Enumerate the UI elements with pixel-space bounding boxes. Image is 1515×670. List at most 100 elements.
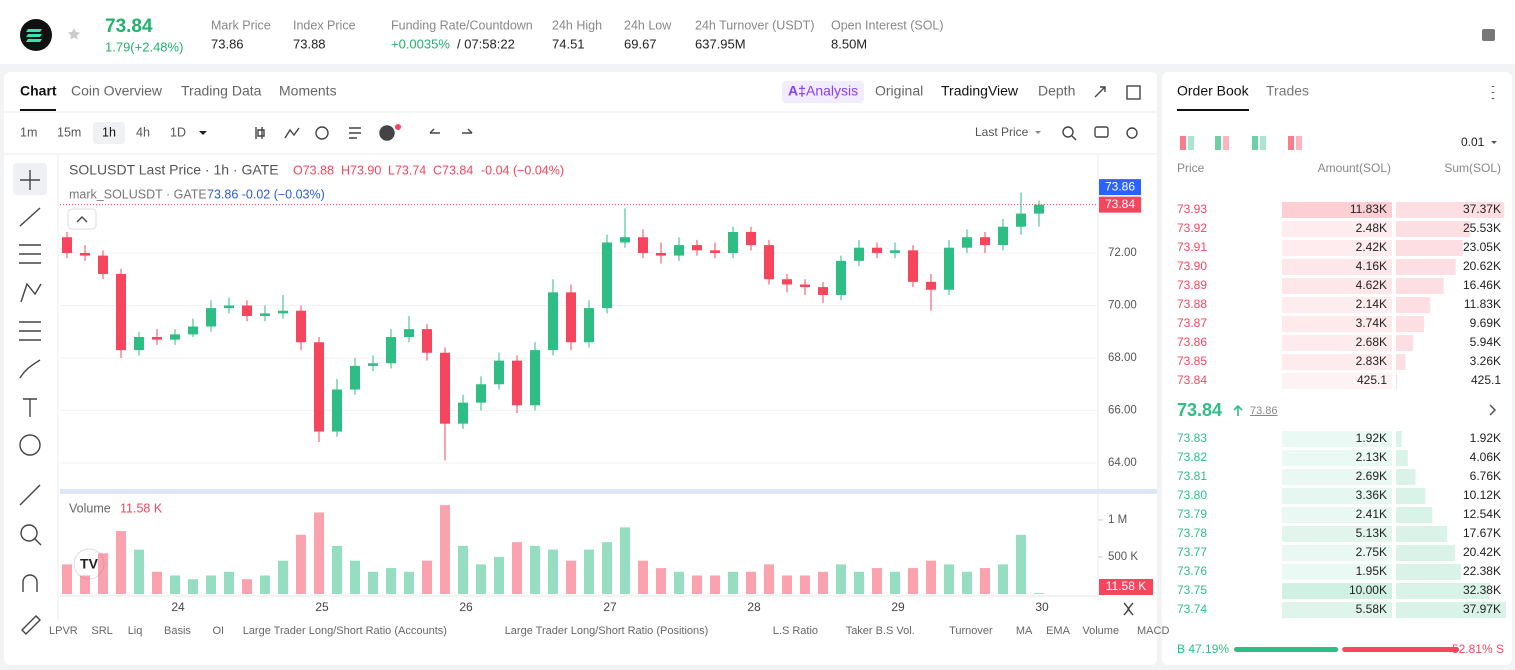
ob-sum: 3.26K xyxy=(1470,354,1501,368)
stat-label: 24h Low xyxy=(624,18,672,32)
volume-bar xyxy=(188,579,198,594)
indicator-tab[interactable]: LPVR xyxy=(49,625,78,637)
layout-icon[interactable] xyxy=(1252,136,1258,150)
stat-value: 69.67 xyxy=(624,36,657,51)
indicator-tab[interactable]: MACD xyxy=(1137,625,1169,637)
interval[interactable]: 1m xyxy=(20,125,37,139)
ob-price[interactable]: 73.78 xyxy=(1177,526,1207,540)
ob-price[interactable]: 73.81 xyxy=(1177,469,1207,483)
volume-bar xyxy=(566,560,576,594)
chart-view[interactable]: Original xyxy=(875,83,923,99)
layout-icon[interactable] xyxy=(1180,136,1186,150)
interval[interactable]: 4h xyxy=(136,125,150,139)
amount-bar xyxy=(1282,545,1392,561)
drawing-tools[interactable] xyxy=(13,163,47,635)
ob-price[interactable]: 73.90 xyxy=(1177,259,1207,273)
ob-amount: 2.83K xyxy=(1356,354,1387,368)
chart-tab[interactable]: Coin Overview xyxy=(71,83,163,99)
layout-icon[interactable] xyxy=(1215,136,1221,150)
chart-view[interactable]: Depth xyxy=(1038,83,1075,99)
settings-icon[interactable] xyxy=(1482,29,1495,41)
collapse-button[interactable] xyxy=(67,208,97,230)
ob-price[interactable]: 73.84 xyxy=(1177,373,1207,387)
ob-price[interactable]: 73.87 xyxy=(1177,316,1207,330)
toolbar-icons[interactable] xyxy=(255,85,1141,616)
ob-price[interactable]: 73.83 xyxy=(1177,431,1207,445)
chart-tab[interactable]: Chart xyxy=(20,83,57,99)
chart-tab[interactable]: Trading Data xyxy=(181,83,262,99)
sell-ratio: 52.81% S xyxy=(1452,642,1504,656)
chart-view[interactable]: TradingView xyxy=(941,83,1019,99)
ob-price[interactable]: 73.82 xyxy=(1177,450,1207,464)
favorite-star[interactable] xyxy=(68,28,80,40)
ob-price[interactable]: 73.88 xyxy=(1177,297,1207,311)
candle-body xyxy=(584,308,594,343)
ob-price[interactable]: 73.79 xyxy=(1177,507,1207,521)
candle-body xyxy=(62,237,72,253)
indicator-tab[interactable]: Liq xyxy=(128,625,143,637)
depth-bar xyxy=(1396,545,1456,561)
dropdown-arrow[interactable] xyxy=(1491,141,1497,144)
indicator-tab[interactable]: OI xyxy=(213,625,225,637)
price-type[interactable]: Last Price xyxy=(975,125,1029,139)
interval[interactable]: 1D xyxy=(170,125,186,139)
layout-icon[interactable] xyxy=(1260,136,1266,150)
indicator-tab[interactable]: EMA xyxy=(1046,625,1071,637)
layout-icon[interactable] xyxy=(1296,136,1302,150)
last-price-box xyxy=(1099,196,1141,213)
indicator-tab[interactable]: Taker B.S Vol. xyxy=(846,625,915,637)
dropdown-arrow[interactable] xyxy=(1035,131,1041,134)
interval[interactable]: 15m xyxy=(57,125,81,139)
ob-price[interactable]: 73.75 xyxy=(1177,583,1207,597)
volume-bar xyxy=(710,575,720,594)
order-book-tab[interactable]: Trades xyxy=(1266,83,1309,99)
ob-price[interactable]: 73.91 xyxy=(1177,240,1207,254)
ob-sum: 17.67K xyxy=(1463,526,1501,540)
indicator-tab[interactable]: Large Trader Long/Short Ratio (Positions… xyxy=(505,625,709,637)
volume-bar xyxy=(296,534,306,594)
layout-icon[interactable] xyxy=(1223,136,1229,150)
volume-bar xyxy=(278,560,288,594)
indicator-tab[interactable]: SRL xyxy=(91,625,112,637)
ob-price[interactable]: 73.80 xyxy=(1177,488,1207,502)
x-tick-label: 29 xyxy=(891,600,905,614)
volume-bar xyxy=(980,568,990,594)
ob-price[interactable]: 73.77 xyxy=(1177,545,1207,559)
indicator-tab[interactable]: MA xyxy=(1016,625,1033,637)
analysis-chip[interactable] xyxy=(782,81,864,103)
ob-price[interactable]: 73.76 xyxy=(1177,564,1207,578)
ob-price[interactable]: 73.92 xyxy=(1177,221,1207,235)
candle-body xyxy=(602,242,612,309)
indicator-tab[interactable]: Large Trader Long/Short Ratio (Accounts) xyxy=(243,625,447,637)
chart-view[interactable]: Analysis xyxy=(806,83,858,99)
ob-price[interactable]: 73.85 xyxy=(1177,354,1207,368)
ob-price[interactable]: 73.93 xyxy=(1177,202,1207,216)
dropdown-arrow[interactable] xyxy=(199,131,207,135)
chevron[interactable] xyxy=(1489,404,1497,416)
candle-body xyxy=(98,255,108,274)
depth-bar xyxy=(1396,450,1408,466)
precision[interactable]: 0.01 xyxy=(1461,135,1485,149)
ob-sum: 12.54K xyxy=(1463,507,1501,521)
collapse-icon[interactable] xyxy=(76,216,88,223)
candle-body xyxy=(530,350,540,406)
indicator-tab[interactable]: Turnover xyxy=(949,625,993,637)
ob-price[interactable]: 73.89 xyxy=(1177,278,1207,292)
indicator-tab[interactable]: L.S Ratio xyxy=(773,625,818,637)
indicator-tab[interactable]: Volume xyxy=(1082,625,1119,637)
layout-icon[interactable] xyxy=(1288,136,1294,150)
layout-icon[interactable] xyxy=(1188,136,1194,150)
mark-price-box xyxy=(1099,179,1141,196)
ob-amount: 1.92K xyxy=(1356,431,1387,445)
amount-bar xyxy=(1282,354,1392,370)
amount-bar xyxy=(1282,469,1392,485)
indicator-tab[interactable]: Basis xyxy=(164,625,191,637)
interval[interactable]: 1h xyxy=(102,125,116,139)
order-book-tab[interactable]: Order Book xyxy=(1177,83,1250,99)
volume-bar xyxy=(224,571,234,594)
candle-body xyxy=(962,237,972,248)
candle-body xyxy=(674,245,684,256)
ob-price[interactable]: 73.86 xyxy=(1177,335,1207,349)
ob-price[interactable]: 73.74 xyxy=(1177,602,1207,616)
chart-tab[interactable]: Moments xyxy=(279,83,337,99)
